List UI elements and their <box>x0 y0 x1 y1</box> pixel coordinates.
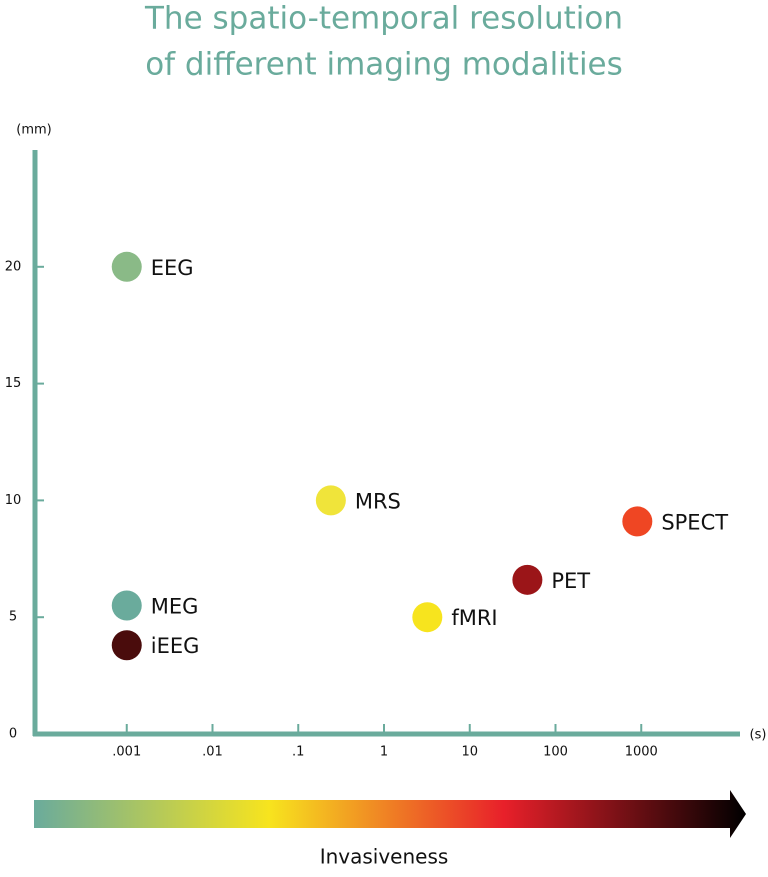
point-label: PET <box>551 569 590 593</box>
point-label: MRS <box>355 489 401 513</box>
y-axis-label: (mm) <box>16 123 51 138</box>
x-tick-label: 1 <box>380 745 388 760</box>
x-tick-label: 10 <box>461 745 478 760</box>
y-tick-label: 15 <box>5 376 22 391</box>
x-tick-label: .01 <box>202 745 223 760</box>
x-tick-label: 100 <box>543 745 568 760</box>
chart-title: of different imaging modalities <box>145 47 623 83</box>
chart-title: The spatio-temporal resolution <box>144 1 623 37</box>
y-tick-label: 10 <box>5 493 22 508</box>
x-tick-label: .001 <box>112 745 141 760</box>
point <box>412 602 443 633</box>
point-label: SPECT <box>661 510 728 534</box>
y-tick-label: 20 <box>5 259 22 274</box>
point-label: fMRI <box>451 606 497 630</box>
point-label: iEEG <box>151 634 200 658</box>
point <box>111 630 142 661</box>
point <box>111 251 142 282</box>
point <box>111 590 142 621</box>
x-tick-label: 1000 <box>625 745 658 760</box>
point <box>315 485 346 516</box>
y-tick-label: 0 <box>9 727 17 742</box>
x-axis-label: (s) <box>750 728 767 743</box>
point-label: EEG <box>151 256 194 280</box>
gradient-label: Invasiveness <box>320 845 449 869</box>
invasiveness-arrow <box>34 790 746 838</box>
point <box>622 506 653 537</box>
point-label: MEG <box>151 595 199 619</box>
point <box>512 564 543 595</box>
x-tick-label: .1 <box>292 745 304 760</box>
y-tick-label: 5 <box>9 610 17 625</box>
